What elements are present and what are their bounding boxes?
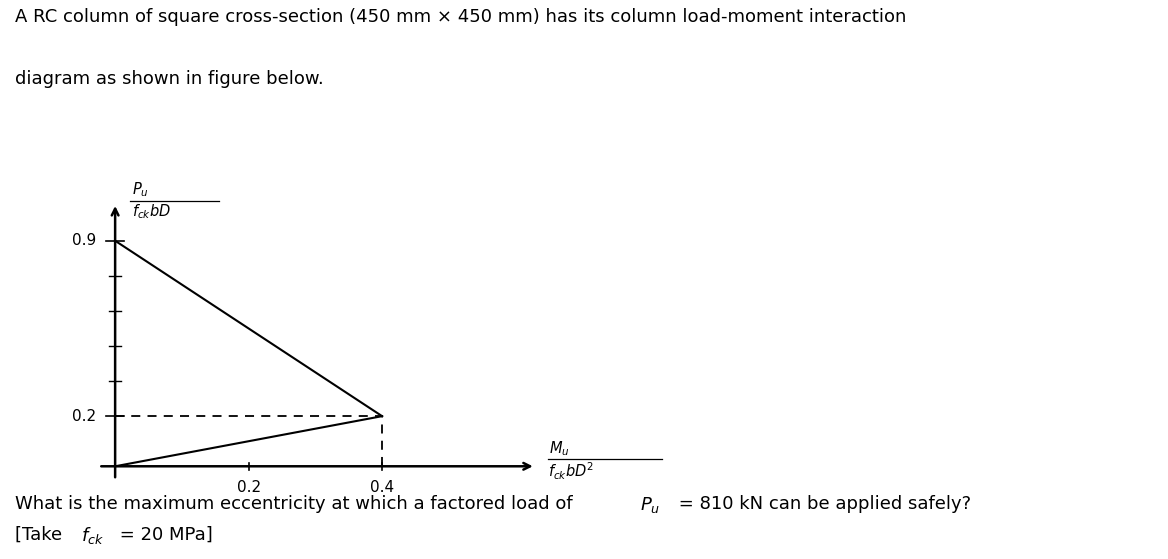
Text: $f_{ck}bD^2$: $f_{ck}bD^2$ (548, 461, 593, 482)
Text: $f_{ck}bD$: $f_{ck}bD$ (132, 202, 171, 221)
Text: 0.4: 0.4 (370, 480, 394, 495)
Text: $P_u$: $P_u$ (640, 495, 660, 515)
Text: $P_u$: $P_u$ (132, 181, 148, 200)
Text: What is the maximum eccentricity at which a factored load of: What is the maximum eccentricity at whic… (15, 495, 578, 513)
Text: 0.9: 0.9 (72, 233, 97, 248)
Text: $f_{ck}$: $f_{ck}$ (81, 525, 104, 547)
Text: [Take: [Take (15, 525, 68, 543)
Text: 0.2: 0.2 (237, 480, 260, 495)
Text: = 20 MPa]: = 20 MPa] (114, 525, 214, 543)
Text: diagram as shown in figure below.: diagram as shown in figure below. (15, 70, 324, 88)
Text: $M_u$: $M_u$ (549, 439, 570, 457)
Text: = 810 kN can be applied safely?: = 810 kN can be applied safely? (673, 495, 971, 513)
Text: A RC column of square cross-section (450 mm × 450 mm) has its column load-moment: A RC column of square cross-section (450… (15, 8, 906, 26)
Text: 0.2: 0.2 (72, 409, 97, 424)
